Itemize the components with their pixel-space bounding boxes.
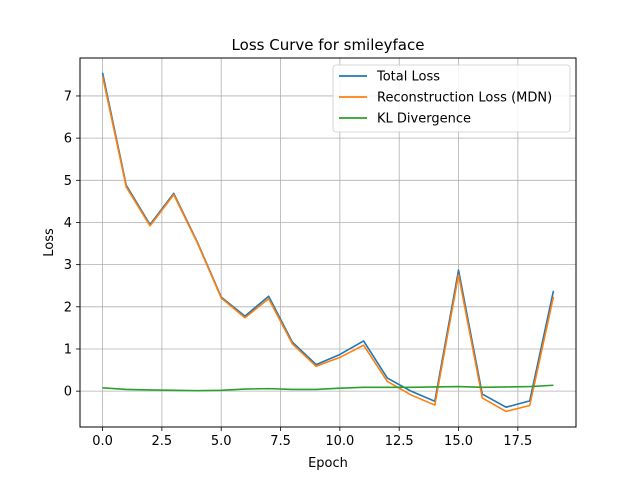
legend-label: Total Loss [376, 70, 440, 85]
x-tick-label: 12.5 [385, 434, 414, 449]
legend-label: KL Divergence [377, 112, 471, 127]
legend-label: Reconstruction Loss (MDN) [377, 91, 552, 106]
y-tick-label: 7 [64, 89, 72, 104]
x-tick-label: 15.0 [444, 434, 473, 449]
x-tick-label: 10.0 [325, 434, 354, 449]
y-tick-label: 6 [64, 132, 72, 147]
y-tick-label: 2 [64, 300, 72, 315]
legend: Total Loss Reconstruction Loss (MDN) KL Di… [332, 64, 571, 133]
y-tick-label: 1 [64, 342, 72, 357]
x-axis-ticks: 0.0 2.5 5.0 7.5 10.0 12.5 15.0 17.5 [92, 427, 532, 449]
series-line-reconstruction-loss-mdn [101, 75, 555, 413]
chart-title: Loss Curve for smileyface [232, 36, 425, 54]
x-tick-label: 7.5 [270, 434, 291, 449]
series-lines [101, 72, 555, 413]
y-tick-label: 3 [64, 258, 72, 273]
x-tick-label: 0.0 [92, 434, 113, 449]
axes-frame [79, 57, 577, 428]
x-tick-label: 2.5 [152, 434, 173, 449]
x-tick-label: 5.0 [211, 434, 232, 449]
x-axis-label: Epoch [308, 456, 348, 471]
y-axis-ticks: 0 1 2 3 4 5 6 7 [64, 89, 80, 400]
legend-box [332, 64, 571, 133]
y-axis-label: Loss [42, 228, 57, 257]
series-line-kl-divergence [102, 384, 554, 392]
y-tick-label: 4 [64, 216, 72, 231]
y-tick-label: 5 [64, 174, 72, 189]
x-tick-label: 17.5 [503, 434, 532, 449]
y-tick-label: 0 [64, 385, 72, 400]
